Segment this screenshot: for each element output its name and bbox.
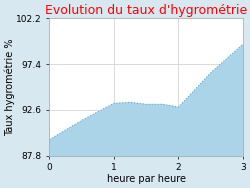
X-axis label: heure par heure: heure par heure [107,174,186,184]
Title: Evolution du taux d'hygrométrie: Evolution du taux d'hygrométrie [45,4,247,17]
Y-axis label: Taux hygrométrie %: Taux hygrométrie % [4,38,15,136]
